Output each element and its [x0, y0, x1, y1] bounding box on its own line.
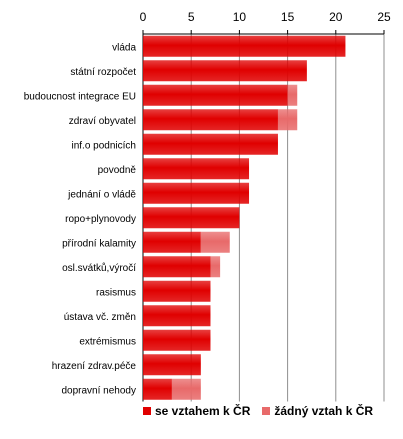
category-label: dopravní nehody	[61, 385, 136, 396]
bar-series-1-12	[143, 329, 211, 351]
category-label: budoucnost integrace EU	[24, 91, 136, 102]
legend-item-series-2: žádný vztah k ČR	[262, 404, 373, 418]
bar-series-1-9	[143, 256, 211, 278]
bar-series-1-10	[143, 280, 211, 302]
legend-swatch-series-2	[262, 407, 271, 415]
x-tick-label: 20	[329, 10, 343, 24]
category-label: extrémismus	[79, 336, 136, 347]
category-label: osl.svátků,výročí	[62, 262, 136, 274]
bar-series-1-4	[143, 133, 278, 155]
bar-series-1-7	[143, 207, 240, 229]
x-tick-label: 15	[281, 10, 295, 24]
category-label: inf.o podnicích	[72, 140, 137, 151]
category-label: hrazení zdrav.péče	[52, 361, 137, 372]
legend-label-series-2: žádný vztah k ČR	[274, 404, 374, 418]
legend: se vztahem k ČR žádný vztah k ČR	[143, 404, 373, 418]
bar-series-2-14	[171, 378, 201, 400]
category-label: povodně	[98, 165, 137, 176]
bar-series-1-14	[143, 378, 172, 400]
legend-item-series-1: se vztahem k ČR	[143, 404, 250, 418]
bar-series-1-1	[143, 60, 307, 82]
category-label: ropo+plynovody	[65, 214, 136, 225]
bar-series-2-9	[210, 256, 221, 278]
category-label: přírodní kalamity	[62, 238, 136, 249]
bar-series-1-0	[143, 35, 346, 57]
bar-series-1-3	[143, 109, 278, 131]
bar-series-1-13	[143, 354, 201, 376]
x-axis: 0 5 10 15 20 25	[140, 10, 391, 402]
bar-series-1-11	[143, 305, 211, 327]
bar-series-1-8	[143, 231, 201, 253]
bar-series-1-2	[143, 84, 288, 106]
bars	[143, 35, 346, 400]
legend-swatch-series-1	[143, 407, 151, 415]
category-label: státní rozpočet	[70, 67, 136, 78]
x-tick-label: 10	[233, 10, 247, 24]
category-label: rasismus	[96, 287, 136, 298]
x-tick-label: 0	[140, 10, 147, 24]
category-label: ústava vč. změn	[64, 312, 136, 323]
bar-series-1-5	[143, 158, 250, 180]
category-label: jednání o vládě	[67, 189, 136, 200]
x-tick-label: 5	[188, 10, 195, 24]
category-label: zdraví obyvatel	[69, 116, 136, 127]
bar-series-1-6	[143, 182, 250, 204]
x-tick-label: 25	[377, 10, 391, 24]
y-axis: vláda státní rozpočet budoucnost integrace…	[24, 42, 137, 396]
bar-series-2-2	[287, 84, 298, 106]
category-label: vláda	[112, 42, 136, 53]
legend-label-series-1: se vztahem k ČR	[155, 404, 251, 418]
bar-series-2-8	[200, 231, 230, 253]
bar-series-2-3	[277, 109, 298, 131]
